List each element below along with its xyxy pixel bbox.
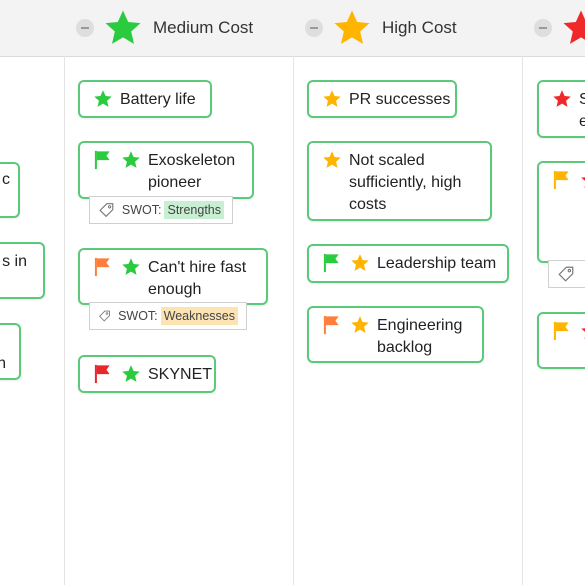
flag-icon xyxy=(323,253,339,273)
card-text: n xyxy=(0,355,6,372)
card-text-line: pioneer xyxy=(148,174,202,191)
collapse-icon[interactable] xyxy=(305,19,323,37)
flag-icon xyxy=(94,364,110,384)
column-header-partial[interactable] xyxy=(534,0,585,56)
tag-icon xyxy=(99,203,114,218)
card-partial[interactable]: s in xyxy=(0,242,45,299)
star-icon xyxy=(323,151,341,168)
card-text-line: Not scaled xyxy=(349,152,425,169)
collapse-icon[interactable] xyxy=(534,19,552,37)
card-partial[interactable] xyxy=(537,312,585,369)
card-text: Leadership team xyxy=(377,255,497,272)
card-skynet[interactable]: SKYNET xyxy=(78,355,216,393)
card-text: c xyxy=(2,171,10,188)
card-battery-life[interactable]: Battery life xyxy=(78,80,212,118)
collapse-icon[interactable] xyxy=(76,19,94,37)
column-header-high-cost[interactable]: High Cost xyxy=(305,0,457,56)
card-cant-hire-fast-enough[interactable]: Can't hire fast enough xyxy=(78,248,268,305)
card-text: s in xyxy=(2,253,27,270)
card-text-line: S xyxy=(579,91,585,108)
tag-value: Weaknesses xyxy=(160,307,238,325)
flag-icon xyxy=(323,315,339,335)
star-icon xyxy=(563,10,585,44)
card-text-line: e xyxy=(579,113,585,130)
tag-icon xyxy=(558,266,574,282)
card-text-line: enough xyxy=(148,281,202,298)
star-icon xyxy=(94,90,112,107)
column-divider xyxy=(293,56,294,585)
card-text-line: sufficiently, high xyxy=(349,174,462,191)
star-icon xyxy=(105,10,141,44)
tag-prefix: SWOT: xyxy=(121,203,162,217)
star-icon xyxy=(122,151,140,168)
card-text-line: Exoskeleton xyxy=(148,152,236,169)
star-icon xyxy=(122,365,140,382)
card-text-line: Can't hire fast xyxy=(148,259,247,276)
star-icon xyxy=(351,254,369,271)
column-header-bar xyxy=(0,0,585,57)
card-engineering-backlog[interactable]: Engineering backlog xyxy=(307,306,484,363)
card-text-line: costs xyxy=(349,196,387,213)
star-icon xyxy=(122,258,140,275)
tag-swot-weaknesses[interactable]: SWOT: Weaknesses xyxy=(89,302,247,330)
flag-icon xyxy=(553,170,569,190)
column-divider xyxy=(64,56,65,585)
star-icon xyxy=(323,90,341,107)
card-partial[interactable]: S e xyxy=(537,80,585,138)
tag-partial[interactable] xyxy=(548,260,585,288)
column-header-medium-cost[interactable]: Medium Cost xyxy=(76,0,253,56)
tag-icon xyxy=(99,310,110,322)
column-title: Medium Cost xyxy=(153,18,254,37)
card-text-line: Engineering xyxy=(377,317,463,334)
card-text: Battery life xyxy=(120,91,196,108)
card-text-line: backlog xyxy=(377,339,433,356)
tag-prefix: SWOT: xyxy=(118,309,158,323)
flag-icon xyxy=(94,150,110,170)
card-text: SKYNET xyxy=(148,366,213,383)
column-title: High Cost xyxy=(382,18,457,37)
card-not-scaled-sufficiently[interactable]: Not scaled sufficiently, high costs xyxy=(307,141,492,221)
card-partial[interactable] xyxy=(537,161,585,263)
card-leadership-team[interactable]: Leadership team xyxy=(307,244,509,283)
star-icon xyxy=(553,90,571,107)
column-partial-right: S e xyxy=(523,57,585,585)
flag-icon xyxy=(553,321,569,341)
card-partial[interactable]: n xyxy=(0,323,21,380)
star-icon xyxy=(581,177,585,188)
star-icon xyxy=(334,10,370,44)
card-exoskeleton-pioneer[interactable]: Exoskeleton pioneer xyxy=(78,141,254,199)
tag-value: Strengths xyxy=(164,201,224,219)
card-text: PR successes xyxy=(349,91,451,108)
card-partial[interactable]: c xyxy=(0,162,20,218)
column-divider xyxy=(522,56,523,585)
star-icon xyxy=(581,328,585,339)
tag-swot-strengths[interactable]: SWOT: Strengths xyxy=(89,196,233,224)
card-pr-successes[interactable]: PR successes xyxy=(307,80,457,118)
flag-icon xyxy=(94,257,110,277)
star-icon xyxy=(351,316,369,333)
